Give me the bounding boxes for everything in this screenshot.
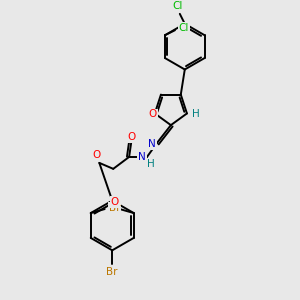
Text: N: N: [148, 139, 156, 149]
Text: Br: Br: [106, 267, 118, 277]
Text: O: O: [127, 132, 135, 142]
Text: Cl: Cl: [172, 1, 183, 11]
Text: N: N: [138, 152, 146, 162]
Text: H: H: [192, 110, 200, 119]
Text: Br: Br: [109, 203, 120, 213]
Text: O: O: [111, 197, 119, 207]
Text: Cl: Cl: [179, 23, 189, 33]
Text: O: O: [92, 150, 100, 160]
Text: O: O: [149, 110, 157, 119]
Text: H: H: [147, 159, 155, 169]
